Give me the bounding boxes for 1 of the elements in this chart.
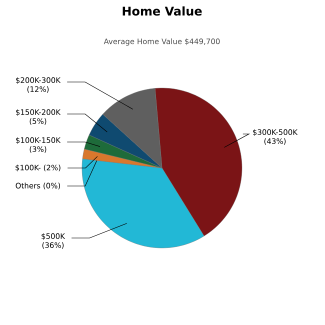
chart-title: Home Value [122, 6, 202, 16]
